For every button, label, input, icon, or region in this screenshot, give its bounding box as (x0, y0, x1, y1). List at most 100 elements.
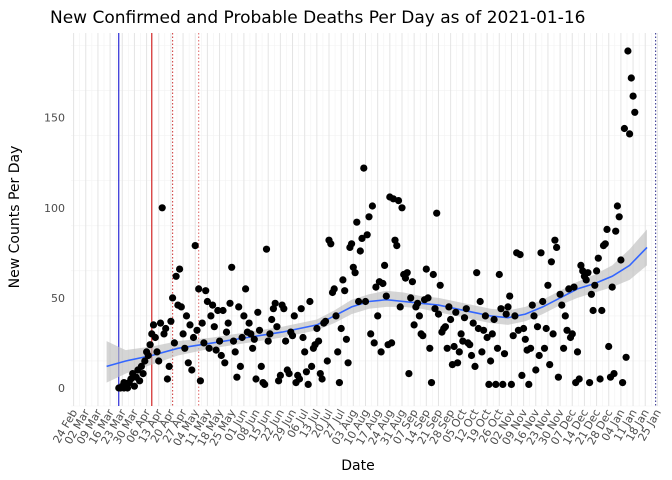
data-point (471, 362, 479, 370)
data-point (593, 267, 601, 275)
data-point (619, 379, 627, 387)
data-point (295, 375, 304, 383)
data-point (250, 335, 258, 343)
data-point (255, 326, 264, 334)
data-point (179, 330, 187, 338)
data-point (212, 346, 220, 354)
data-point (575, 375, 583, 383)
y-tick-label: 100 (44, 202, 65, 215)
data-point (261, 380, 269, 388)
data-point (165, 362, 173, 370)
data-point (146, 341, 154, 349)
data-point (407, 294, 415, 302)
data-point (315, 337, 323, 345)
data-point (337, 324, 345, 333)
data-point (490, 315, 498, 324)
data-point (367, 330, 375, 338)
data-point (304, 380, 312, 388)
data-point (530, 312, 538, 320)
data-point (560, 344, 568, 352)
data-point (528, 301, 536, 309)
data-point (221, 359, 229, 367)
data-point (282, 337, 290, 345)
data-point (238, 333, 246, 342)
data-point (478, 348, 486, 356)
data-point (210, 323, 218, 331)
data-point (276, 371, 284, 379)
data-point (577, 261, 585, 269)
data-point (342, 335, 350, 343)
data-point (191, 242, 199, 250)
data-point (158, 204, 166, 212)
data-point (200, 339, 208, 347)
data-point (507, 380, 515, 388)
data-point (601, 240, 609, 248)
data-point (436, 281, 444, 289)
data-point (363, 231, 371, 239)
data-point (155, 357, 163, 365)
data-point (554, 373, 563, 381)
data-point (584, 269, 592, 277)
data-point (445, 303, 453, 311)
data-point (506, 292, 514, 300)
data-point (509, 332, 517, 340)
data-point (582, 276, 590, 284)
data-point (405, 370, 413, 378)
data-point (348, 240, 356, 248)
data-point (313, 324, 321, 333)
data-point (252, 375, 260, 383)
data-point (573, 348, 582, 356)
data-point (181, 344, 189, 352)
data-point (236, 362, 244, 370)
data-point (266, 330, 274, 338)
data-points (115, 47, 639, 392)
data-point (558, 301, 566, 309)
data-point (511, 312, 519, 320)
data-point (504, 303, 512, 311)
data-point (273, 323, 281, 331)
data-point (365, 213, 373, 221)
data-point (207, 312, 215, 320)
data-point (495, 270, 503, 279)
data-point (631, 108, 639, 116)
data-point (335, 379, 343, 387)
data-point (356, 247, 364, 255)
data-point (318, 375, 326, 383)
data-point (379, 279, 387, 288)
data-point (492, 380, 500, 388)
data-point (224, 319, 232, 327)
data-point (184, 359, 192, 367)
data-point (193, 326, 201, 334)
data-point (568, 330, 576, 338)
data-point (130, 382, 138, 390)
y-tick-label: 150 (44, 112, 65, 125)
y-axis-title: New Counts Per Day (7, 146, 23, 289)
data-point (398, 204, 406, 212)
data-point (434, 310, 443, 318)
data-point (247, 330, 255, 338)
x-axis-title: Date (341, 458, 374, 474)
data-point (427, 379, 436, 387)
data-point (217, 351, 225, 360)
data-point (302, 368, 310, 376)
data-point (153, 348, 161, 356)
data-point (622, 353, 630, 361)
data-point (431, 305, 439, 313)
data-point (617, 256, 625, 264)
data-point (610, 370, 618, 378)
data-point (518, 371, 526, 379)
data-point (271, 299, 279, 307)
data-point (214, 306, 222, 315)
data-point (233, 373, 241, 381)
data-point (394, 197, 403, 205)
data-point (473, 269, 481, 277)
data-point (269, 305, 277, 313)
data-point (381, 261, 389, 269)
data-point (410, 321, 418, 329)
data-point (591, 281, 599, 289)
data-point (587, 290, 596, 298)
data-point (457, 330, 465, 338)
data-point (285, 370, 293, 378)
data-point (374, 312, 382, 320)
